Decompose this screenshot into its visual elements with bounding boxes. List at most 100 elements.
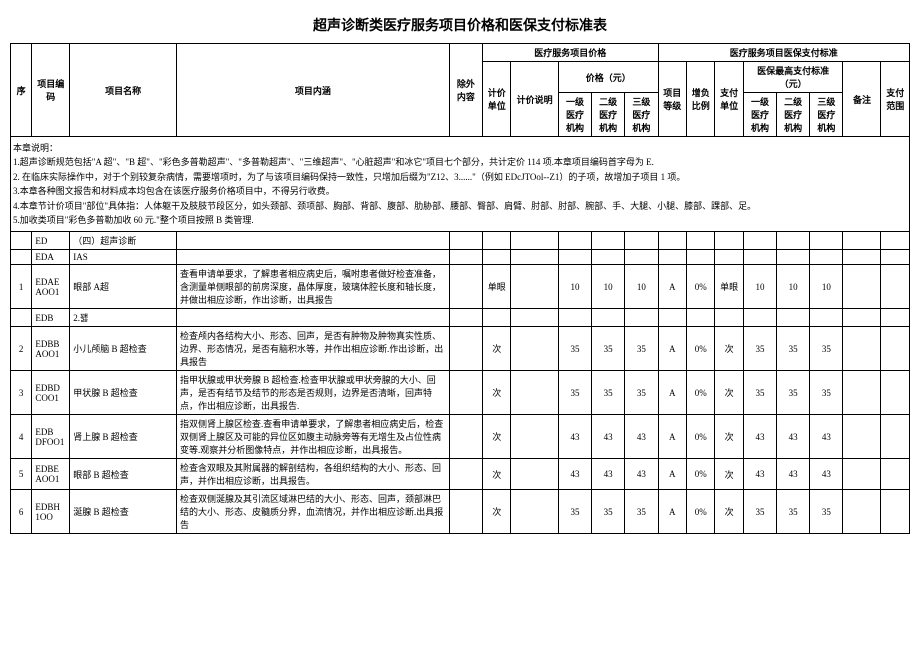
cell-content: 检查颅内各结构大小、形态、回声，是否有肿物及肿物真实性质、边界、形态情况，是否有…	[177, 327, 450, 371]
th-remark: 备注	[843, 62, 881, 137]
page-title: 超声诊断类医疗服务项目价格和医保支付标准表	[10, 15, 910, 35]
th-p-l1: 一级医疗机构	[558, 93, 591, 137]
cell-s3: 43	[810, 415, 843, 459]
section-code: EDB	[32, 309, 70, 327]
cell-code: EDBD COO1	[32, 371, 70, 415]
cell-s2: 10	[777, 265, 810, 309]
cell-s3: 35	[810, 490, 843, 534]
notes-block: 本章说明： 1.超声诊断规范包括"A 超"、"B 超"、"彩色多普勒超声"、"多…	[11, 137, 910, 232]
table-row: 3 EDBD COO1 甲状腺 B 超检查 指甲状腺或甲状旁腺 B 超检查.检查…	[11, 371, 910, 415]
cell-content: 检查双侧涎腺及其引流区域淋巴结的大小、形态、回声，颈部淋巴结的大小、形态、皮髓质…	[177, 490, 450, 534]
cell-name: 眼部 A﻿超	[70, 265, 177, 309]
cell-s2: 35	[777, 490, 810, 534]
cell-s1: 35	[743, 371, 776, 415]
th-price-yuan: 价格（元）	[558, 62, 658, 93]
cell-content: 指甲状腺或甲状旁腺 B 超检查.检查甲状腺或甲状旁腺的大小、回声，是否有结节及结…	[177, 371, 450, 415]
cell-unit: 次	[482, 415, 510, 459]
cell-punit: 次	[715, 327, 743, 371]
cell-s1: 43	[743, 415, 776, 459]
note-line: 5.加收类项目"彩色多普勒加收 60 元."整个项目按照 B 类管理.	[13, 213, 907, 227]
cell-s2: 43	[777, 415, 810, 459]
cell-s1: 35	[743, 327, 776, 371]
cell-p3: 43	[625, 415, 658, 459]
cell-name: 涎腺 B 超检查	[70, 490, 177, 534]
cell-name: 甲状腺 B 超检查	[70, 371, 177, 415]
cell-unit: 次	[482, 459, 510, 490]
cell-s1: 10	[743, 265, 776, 309]
cell-unit: 次	[482, 327, 510, 371]
section-label: IAS	[70, 250, 177, 265]
note-line: 2. 在临床实际操作中，对于个别较复杂病情，需要增项时，为了与该项目编码保持一致…	[13, 170, 907, 184]
th-content: 项目内涵	[177, 44, 450, 137]
cell-s2: 35	[777, 327, 810, 371]
table-row: 6 EDBH 1OO 涎腺 B 超检查 检查双侧涎腺及其引流区域淋巴结的大小、形…	[11, 490, 910, 534]
cell-punit: 次	[715, 459, 743, 490]
cell-seq: 1	[11, 265, 32, 309]
section-row: EDB 2.꽳	[11, 309, 910, 327]
th-pay-std: 医保最高支付标准（元）	[743, 62, 843, 93]
cell-lvl: A	[658, 415, 686, 459]
th-unit: 计价单位	[482, 62, 510, 137]
cell-ratio: 0%	[686, 490, 714, 534]
th-s-l3: 三级医疗机构	[810, 93, 843, 137]
th-seq: 序	[11, 44, 32, 137]
note-line: 4.本章节计价项目"部位"具体指：人体躯干及肢肢节段区分，如头颈部、颈项部、胸部…	[13, 199, 907, 213]
cell-lvl: A	[658, 327, 686, 371]
cell-code: EDBH 1OO	[32, 490, 70, 534]
cell-name: 肾上腺 B 超检查	[70, 415, 177, 459]
section-code: EDA	[32, 250, 70, 265]
cell-code: EDB DFOO1	[32, 415, 70, 459]
cell-s1: 35	[743, 490, 776, 534]
th-pay-group: 医疗服务项目医保支付标准	[658, 44, 909, 62]
cell-s1: 43	[743, 459, 776, 490]
cell-seq: 3	[11, 371, 32, 415]
cell-p2: 43	[592, 415, 625, 459]
table-row: 1 EDAE AOO1 眼部 A﻿超 查看申请单要求，了解患者相应病史后，嘱咐患…	[11, 265, 910, 309]
th-p-l3: 三级医疗机构	[625, 93, 658, 137]
cell-unit: 次	[482, 371, 510, 415]
cell-ratio: 0%	[686, 459, 714, 490]
section-label: （四）超声诊断	[70, 232, 177, 250]
cell-p3: 35	[625, 371, 658, 415]
table-row: 4 EDB DFOO1 肾上腺 B 超检查 指双侧肾上腺区检查.查看申请单要求，…	[11, 415, 910, 459]
cell-p2: 35	[592, 327, 625, 371]
cell-p3: 10	[625, 265, 658, 309]
th-scope: 支付范围	[881, 62, 910, 137]
cell-p1: 35	[558, 327, 591, 371]
cell-s3: 43	[810, 459, 843, 490]
table-row: 2 EDBB AOO1 小儿颅脑 B 超检查 检查颅内各结构大小、形态、回声，是…	[11, 327, 910, 371]
cell-p1: 43	[558, 415, 591, 459]
th-ratio: 增负比例	[686, 62, 714, 137]
table-row: 5 EDBE AOO1 眼部 B 超检查 检查含双眼及其附属器的解剖结构，各组织…	[11, 459, 910, 490]
cell-p1: 10	[558, 265, 591, 309]
cell-code: EDBB AOO1	[32, 327, 70, 371]
cell-unit: 次	[482, 490, 510, 534]
section-row: EDA IAS	[11, 250, 910, 265]
note-line: 1.超声诊断规范包括"A 超"、"B 超"、"彩色多普勒超声"、"多普勒超声"、…	[13, 155, 907, 169]
cell-lvl: A	[658, 459, 686, 490]
cell-p1: 35	[558, 490, 591, 534]
cell-name: 小儿颅脑 B 超检查	[70, 327, 177, 371]
cell-p1: 35	[558, 371, 591, 415]
section-code: ED	[32, 232, 70, 250]
cell-p2: 43	[592, 459, 625, 490]
th-lvl: 项目等级	[658, 62, 686, 137]
cell-p2: 35	[592, 371, 625, 415]
note-line: 3.本章各种图文报告和材料成本均包含在该医疗服务价格项目中，不得另行收费。	[13, 184, 907, 198]
cell-seq: 4	[11, 415, 32, 459]
th-price-group: 医疗服务项目价格	[482, 44, 658, 62]
cell-seq: 6	[11, 490, 32, 534]
th-code: 项目编码	[32, 44, 70, 137]
cell-lvl: A	[658, 371, 686, 415]
cell-p2: 35	[592, 490, 625, 534]
cell-unit: 单眼	[482, 265, 510, 309]
main-table: 序 项目编码 项目名称 项目内涵 除外内容 医疗服务项目价格 医疗服务项目医保支…	[10, 43, 910, 534]
cell-seq: 2	[11, 327, 32, 371]
cell-p3: 35	[625, 327, 658, 371]
cell-s2: 35	[777, 371, 810, 415]
th-pay-unit: 支付单位	[715, 62, 743, 137]
th-s-l2: 二级医疗机构	[777, 93, 810, 137]
cell-ratio: 0%	[686, 327, 714, 371]
cell-p3: 43	[625, 459, 658, 490]
cell-punit: 单眼	[715, 265, 743, 309]
